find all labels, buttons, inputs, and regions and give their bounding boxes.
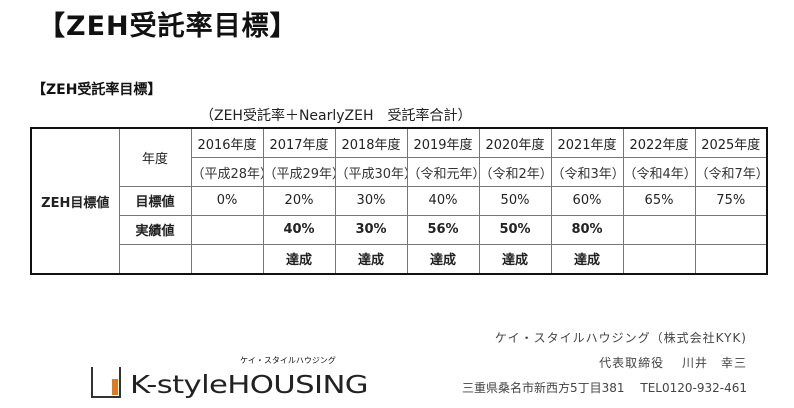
era-cell: （令和3年） bbox=[550, 157, 624, 188]
actual-cell bbox=[694, 214, 768, 245]
year-cell: 2018年度 bbox=[334, 127, 408, 159]
table-row-eras: （平成28年） （平成29年） （平成30年） （令和元年） （令和2年） （令… bbox=[31, 157, 768, 188]
table-row-achieved: 達成 達成 達成 達成 達成 bbox=[31, 243, 768, 275]
table-row-years: ZEH目標値 年度 2016年度 2017年度 2018年度 2019年度 20… bbox=[30, 127, 768, 275]
achieved-cell bbox=[694, 243, 768, 275]
era-cell: （平成30年） bbox=[334, 157, 408, 188]
achieved-cell: 達成 bbox=[262, 243, 336, 275]
table-subtitle: （ZEH受託率＋NearlyZEH 受託率合計） bbox=[200, 108, 472, 124]
era-cell: （平成29年） bbox=[262, 157, 336, 188]
achieved-cell bbox=[190, 243, 264, 275]
year-cell: 2017年度 bbox=[262, 127, 336, 159]
actual-cell bbox=[622, 214, 696, 245]
target-cell: 75% bbox=[694, 186, 768, 216]
era-cell: （令和2年） bbox=[478, 157, 552, 188]
table-row-targets: 目標値 0% 20% 30% 40% 50% 60% 65% 75% bbox=[31, 186, 768, 216]
house-mark-icon bbox=[91, 367, 121, 398]
year-cell: 2022年度 bbox=[622, 127, 696, 159]
logo-text: K-styleHOUSING bbox=[130, 370, 368, 399]
target-cell: 50% bbox=[478, 186, 552, 216]
year-cell: 2021年度 bbox=[550, 127, 624, 159]
target-cell: 0% bbox=[190, 186, 264, 216]
era-cell: （令和7年） bbox=[694, 157, 768, 188]
achieved-cell: 達成 bbox=[478, 243, 552, 275]
company-name: ケイ・スタイルハウジング（株式会社KYK) bbox=[494, 331, 747, 345]
achieved-cell bbox=[622, 243, 696, 275]
actual-cell bbox=[190, 214, 264, 245]
era-cell: （令和4年） bbox=[622, 157, 696, 188]
actual-cell: 56% bbox=[406, 214, 480, 245]
era-cell: （平成28年） bbox=[190, 157, 264, 188]
target-cell: 60% bbox=[550, 186, 624, 216]
actual-cell: 40% bbox=[262, 214, 336, 245]
year-cell: 2019年度 bbox=[406, 127, 480, 159]
zeh-target-table: ZEH目標値 年度 2016年度 2017年度 2018年度 2019年度 20… bbox=[30, 127, 768, 275]
target-cell: 30% bbox=[334, 186, 408, 216]
table-row-actuals: 実績値 40% 30% 56% 50% 80% bbox=[31, 214, 768, 245]
company-address: 三重県桑名市新西方5丁目381 TEL0120-932-461 bbox=[462, 381, 747, 395]
logo-small-text: ケイ・スタイルハウジング bbox=[240, 355, 336, 365]
section-title: 【ZEH受託率目標】 bbox=[32, 82, 162, 98]
target-cell: 20% bbox=[262, 186, 336, 216]
target-label: 目標値 bbox=[118, 186, 192, 216]
year-cell: 2020年度 bbox=[478, 127, 552, 159]
page-title: 【ZEH受託率目標】 bbox=[38, 11, 298, 42]
era-cell: （令和元年） bbox=[406, 157, 480, 188]
company-representative: 代表取締役 川井 幸三 bbox=[599, 356, 747, 370]
house-mark-accent bbox=[112, 379, 118, 395]
target-cell: 65% bbox=[622, 186, 696, 216]
zeh-target-label: ZEH目標値 bbox=[30, 127, 120, 275]
target-cell: 40% bbox=[406, 186, 480, 216]
kstyle-logo: ケイ・スタイルハウジング K-styleHOUSING bbox=[91, 355, 369, 399]
year-cell: 2025年度 bbox=[694, 127, 768, 159]
achieved-label-cell bbox=[118, 243, 192, 275]
achieved-cell: 達成 bbox=[406, 243, 480, 275]
year-cell: 2016年度 bbox=[190, 127, 264, 159]
actual-cell: 50% bbox=[478, 214, 552, 245]
actual-cell: 30% bbox=[334, 214, 408, 245]
achieved-cell: 達成 bbox=[550, 243, 624, 275]
actual-label: 実績値 bbox=[118, 214, 192, 245]
year-header: 年度 bbox=[118, 127, 192, 188]
achieved-cell: 達成 bbox=[334, 243, 408, 275]
actual-cell: 80% bbox=[550, 214, 624, 245]
